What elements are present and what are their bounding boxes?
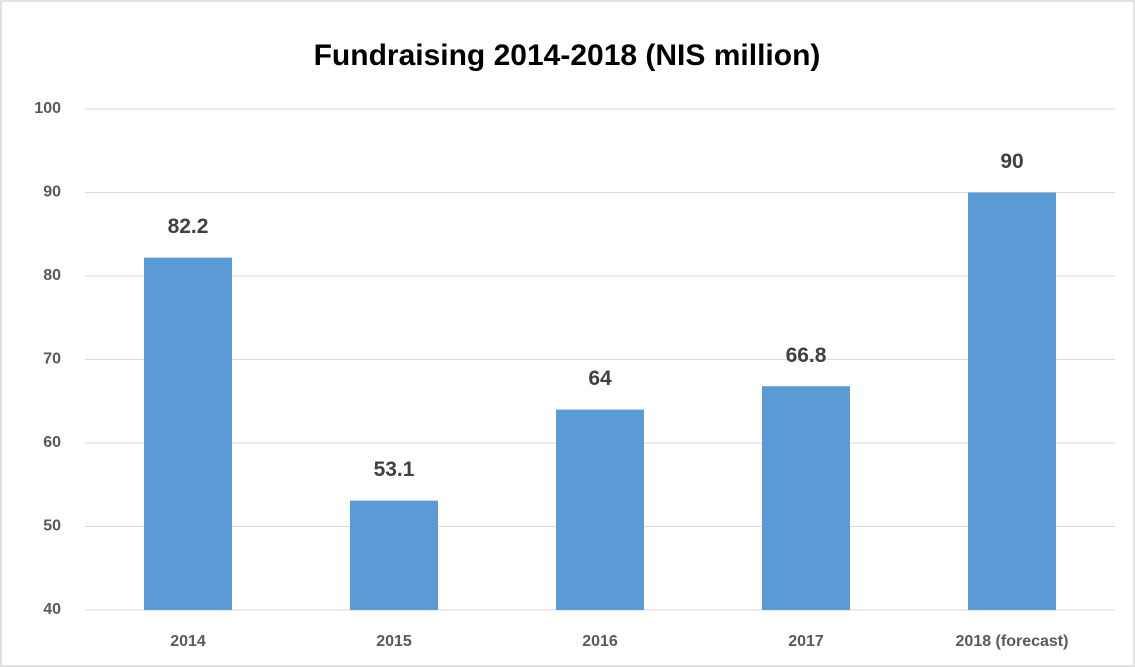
data-label: 82.2 (168, 215, 209, 238)
x-tick-label: 2017 (788, 633, 824, 650)
chart-title: Fundraising 2014-2018 (NIS million) (314, 39, 821, 72)
data-label: 53.1 (374, 458, 415, 481)
x-tick-label: 2015 (376, 633, 412, 650)
y-tick-label: 50 (43, 518, 61, 535)
x-tick-label: 2018 (forecast) (956, 633, 1069, 650)
bar (762, 386, 850, 610)
data-label: 66.8 (786, 344, 827, 367)
y-tick-label: 40 (43, 601, 61, 618)
y-tick-label: 60 (43, 434, 61, 451)
y-tick-label: 80 (43, 267, 61, 284)
y-tick-label: 90 (43, 184, 61, 201)
data-label: 90 (1000, 150, 1023, 173)
x-tick-label: 2014 (170, 633, 206, 650)
bar (350, 500, 438, 610)
x-tick-label: 2016 (582, 633, 618, 650)
bar (968, 192, 1056, 610)
y-tick-label: 70 (43, 351, 61, 368)
data-label: 64 (588, 367, 612, 390)
y-tick-label: 100 (34, 100, 61, 117)
bar (556, 409, 644, 610)
bar (144, 257, 232, 610)
